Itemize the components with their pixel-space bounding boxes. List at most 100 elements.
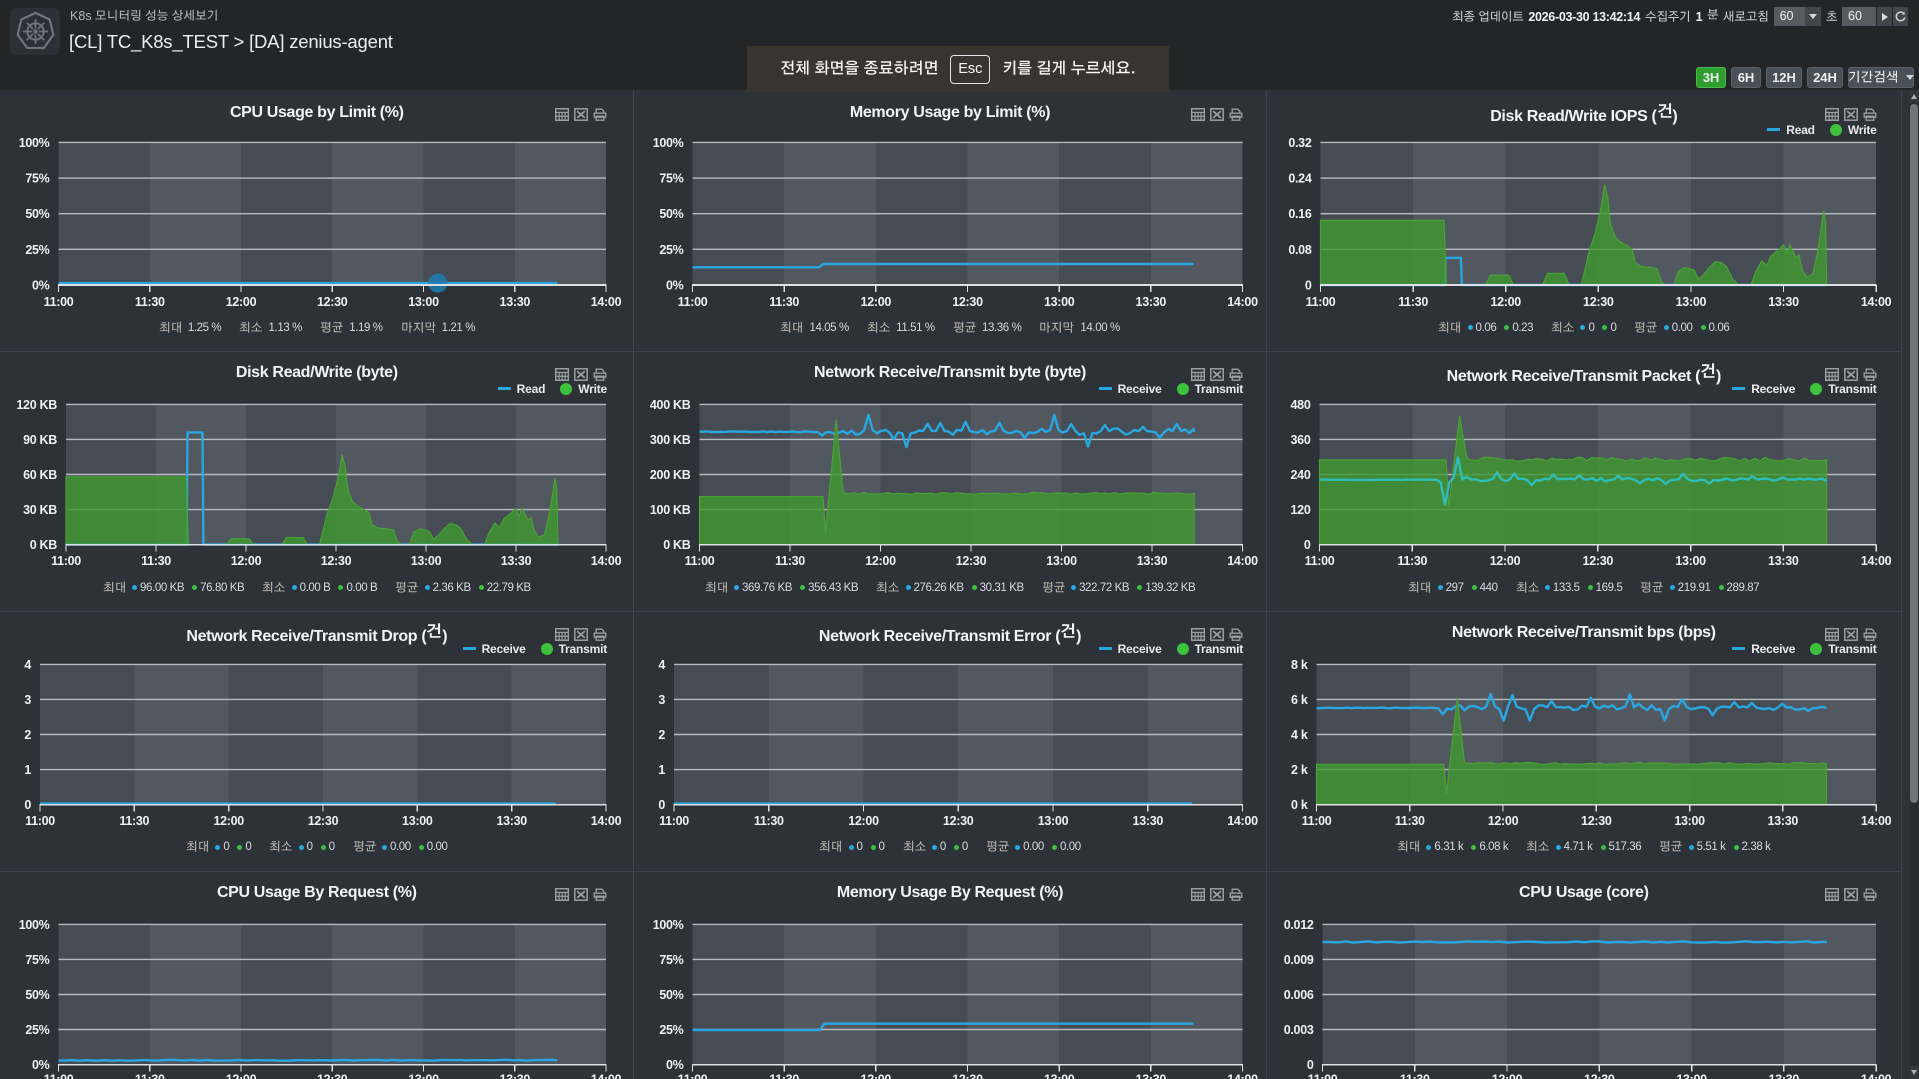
svg-text:11:00: 11:00 (1301, 814, 1331, 828)
svg-text:12:00: 12:00 (860, 1073, 891, 1079)
svg-text:13:00: 13:00 (1046, 554, 1077, 568)
svg-text:13:30: 13:30 (496, 814, 527, 828)
svg-text:3: 3 (658, 693, 665, 707)
svg-text:11:00: 11:00 (1307, 1073, 1337, 1079)
svg-text:75%: 75% (25, 953, 49, 967)
svg-text:25%: 25% (25, 243, 49, 257)
svg-text:14:00: 14:00 (1227, 814, 1258, 828)
svg-text:11:30: 11:30 (135, 295, 165, 309)
svg-text:6 k: 6 k (1291, 693, 1308, 707)
svg-text:1: 1 (658, 763, 665, 777)
svg-text:0 k: 0 k (1291, 798, 1308, 812)
svg-text:14:00: 14:00 (1227, 295, 1258, 309)
svg-text:11:30: 11:30 (141, 554, 171, 568)
svg-text:75%: 75% (659, 172, 683, 186)
svg-text:11:00: 11:00 (659, 814, 689, 828)
svg-text:14:00: 14:00 (1860, 554, 1891, 568)
svg-text:300 KB: 300 KB (649, 433, 690, 447)
svg-text:13:00: 13:00 (1043, 1073, 1074, 1079)
svg-text:14:00: 14:00 (591, 554, 622, 568)
svg-text:4: 4 (24, 658, 31, 672)
svg-text:25%: 25% (659, 243, 683, 257)
svg-text:11:30: 11:30 (119, 814, 149, 828)
svg-text:12:30: 12:30 (1583, 295, 1614, 309)
svg-text:13:00: 13:00 (1676, 1073, 1707, 1079)
svg-text:0%: 0% (666, 279, 684, 293)
svg-text:2 k: 2 k (1291, 763, 1308, 777)
svg-text:75%: 75% (25, 172, 49, 186)
svg-text:12:00: 12:00 (1490, 295, 1521, 309)
svg-text:12:00: 12:00 (860, 295, 891, 309)
svg-text:13:30: 13:30 (1768, 554, 1799, 568)
svg-text:14:00: 14:00 (591, 1073, 622, 1079)
svg-text:0.16: 0.16 (1288, 207, 1311, 221)
svg-text:12:30: 12:30 (1584, 1073, 1615, 1079)
svg-text:90 KB: 90 KB (23, 433, 57, 447)
svg-text:11:30: 11:30 (769, 295, 799, 309)
svg-text:30 KB: 30 KB (23, 503, 57, 517)
svg-text:0%: 0% (32, 279, 50, 293)
svg-text:1: 1 (24, 763, 31, 777)
svg-text:11:30: 11:30 (753, 814, 783, 828)
svg-text:3: 3 (24, 693, 31, 707)
svg-text:13:30: 13:30 (500, 1073, 531, 1079)
svg-text:0%: 0% (32, 1058, 50, 1072)
svg-text:13:00: 13:00 (1675, 295, 1706, 309)
svg-text:120: 120 (1290, 503, 1310, 517)
svg-text:13:30: 13:30 (500, 295, 531, 309)
svg-text:100%: 100% (652, 918, 683, 932)
svg-text:12:30: 12:30 (321, 554, 352, 568)
svg-text:50%: 50% (659, 988, 683, 1002)
svg-text:12:30: 12:30 (955, 554, 986, 568)
svg-text:0.009: 0.009 (1283, 953, 1313, 967)
svg-text:13:00: 13:00 (1675, 554, 1706, 568)
svg-text:13:30: 13:30 (1135, 1073, 1166, 1079)
svg-text:12:30: 12:30 (317, 1073, 348, 1079)
svg-text:0: 0 (658, 798, 665, 812)
svg-text:100 KB: 100 KB (649, 503, 690, 517)
svg-text:4: 4 (658, 658, 665, 672)
svg-text:13:30: 13:30 (1768, 295, 1799, 309)
svg-text:100%: 100% (652, 136, 683, 150)
svg-text:13:00: 13:00 (411, 554, 442, 568)
svg-text:0%: 0% (666, 1058, 684, 1072)
svg-text:0 KB: 0 KB (30, 538, 58, 552)
svg-text:0.24: 0.24 (1288, 172, 1311, 186)
svg-text:13:00: 13:00 (408, 1073, 439, 1079)
svg-text:13:00: 13:00 (1674, 814, 1705, 828)
svg-text:12:00: 12:00 (226, 1073, 257, 1079)
svg-text:0.32: 0.32 (1288, 136, 1311, 150)
svg-text:12:00: 12:00 (213, 814, 244, 828)
svg-text:12:00: 12:00 (865, 554, 896, 568)
svg-text:11:30: 11:30 (1398, 295, 1428, 309)
svg-text:240: 240 (1290, 468, 1310, 482)
svg-text:12:00: 12:00 (1487, 814, 1518, 828)
svg-text:11:00: 11:00 (25, 814, 55, 828)
svg-text:0.08: 0.08 (1288, 243, 1311, 257)
svg-text:13:30: 13:30 (1767, 814, 1798, 828)
svg-text:13:00: 13:00 (408, 295, 439, 309)
svg-text:11:30: 11:30 (1397, 554, 1427, 568)
svg-text:120 KB: 120 KB (16, 398, 57, 412)
svg-text:0: 0 (1303, 538, 1310, 552)
svg-text:12:30: 12:30 (317, 295, 348, 309)
svg-text:11:00: 11:00 (44, 295, 74, 309)
svg-text:50%: 50% (25, 988, 49, 1002)
svg-text:25%: 25% (25, 1023, 49, 1037)
svg-text:11:00: 11:00 (1305, 295, 1335, 309)
svg-text:0.012: 0.012 (1283, 918, 1313, 932)
svg-text:12:00: 12:00 (226, 295, 257, 309)
svg-text:0 KB: 0 KB (663, 538, 691, 552)
svg-text:14:00: 14:00 (1860, 1073, 1891, 1079)
svg-text:100%: 100% (19, 918, 50, 932)
svg-text:2: 2 (24, 728, 31, 742)
svg-text:2: 2 (658, 728, 665, 742)
svg-text:75%: 75% (659, 953, 683, 967)
svg-text:12:30: 12:30 (1581, 814, 1612, 828)
svg-text:360: 360 (1290, 433, 1310, 447)
svg-text:11:30: 11:30 (135, 1073, 165, 1079)
svg-text:11:00: 11:00 (677, 295, 707, 309)
svg-text:100%: 100% (19, 136, 50, 150)
svg-text:4 k: 4 k (1291, 728, 1308, 742)
svg-text:50%: 50% (659, 207, 683, 221)
